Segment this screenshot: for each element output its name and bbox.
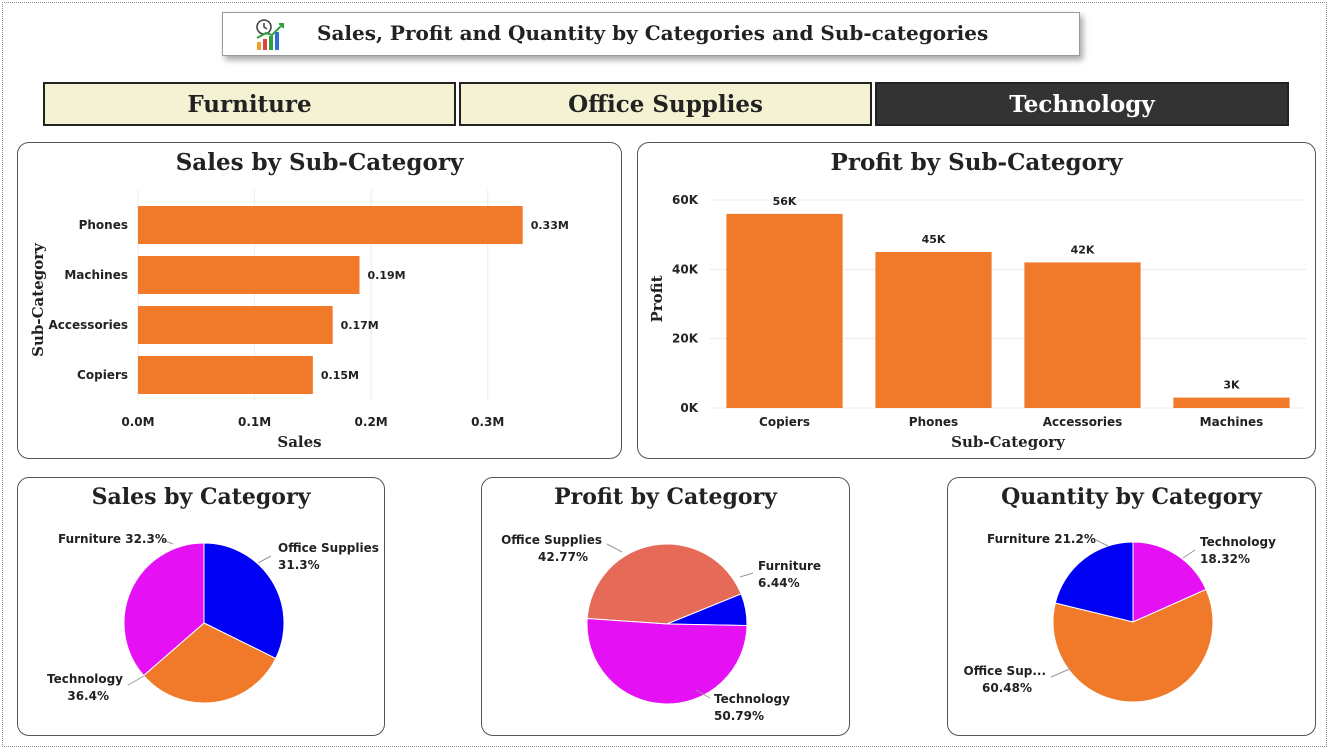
- sales-by-subcategory-chart: 0.0M 0.1M 0.2M 0.3M Phones 0.33M Machines 0.19M…: [29, 190, 569, 451]
- data-label: 45K: [922, 233, 946, 246]
- x-tick-label: Accessories: [1043, 415, 1123, 429]
- slice-label-technology: Technology 36.4%: [47, 672, 123, 703]
- data-label: 56K: [773, 195, 797, 208]
- pie-slice-technology: [586, 617, 748, 705]
- data-label: 3K: [1223, 379, 1240, 392]
- y-axis-label: Sub-Category: [29, 242, 47, 357]
- x-tick-label: 0.0M: [121, 415, 154, 429]
- tab-office-supplies[interactable]: Office Supplies: [459, 82, 872, 126]
- leader-line: [739, 572, 754, 578]
- slice-label-office-supplies: Office Supplies 31.3%: [278, 541, 379, 572]
- leader-line: [127, 674, 147, 686]
- pie-slice-office-supplies: [1052, 588, 1214, 703]
- profit-by-category-title: Profit by Category: [554, 484, 777, 510]
- bar-machines: [1173, 397, 1290, 408]
- leader-line: [1050, 667, 1073, 678]
- bar-phones: [875, 252, 992, 408]
- slice-label-furniture: Furniture 32.3%: [58, 532, 167, 546]
- quantity-by-category-card: Quantity by Category Furniture 21.2% Tech…: [947, 477, 1316, 736]
- slice-label-office-supplies: Office Sup... 60.48%: [964, 664, 1046, 695]
- x-tick-label: 0.3M: [471, 415, 504, 429]
- y-tick-label: Copiers: [77, 368, 128, 382]
- slice-label-technology: Technology 50.79%: [714, 692, 790, 723]
- leader-line: [1182, 549, 1196, 559]
- pie-slice-technology: [123, 542, 205, 677]
- y-tick-label: 20K: [672, 332, 699, 346]
- profit-by-subcategory-chart: 0K 20K 40K 60K 56K Copiers 45K Phones 42K Accesso…: [648, 193, 1306, 451]
- x-axis-label: Sub-Category: [951, 433, 1066, 451]
- header-title-box: Sales, Profit and Quantity by Categories…: [222, 12, 1080, 56]
- y-tick-label: Machines: [64, 268, 128, 282]
- chart-growth-icon: [256, 19, 284, 50]
- x-tick-label: 0.2M: [355, 415, 388, 429]
- profit-by-subcategory-title: Profit by Sub-Category: [830, 149, 1123, 176]
- leader-line: [1095, 539, 1109, 547]
- tab-furniture[interactable]: Furniture: [43, 82, 456, 126]
- data-label: 0.19M: [368, 269, 406, 282]
- tab-technology-label: Technology: [1009, 90, 1155, 118]
- bar-accessories: [1024, 262, 1141, 408]
- y-tick-label: Phones: [79, 218, 128, 232]
- x-tick-label: Phones: [909, 415, 958, 429]
- profit-by-category-chart: Office Supplies 42.77% Furniture 6.44% Techn…: [501, 533, 821, 723]
- page-title: Sales, Profit and Quantity by Categories…: [317, 21, 989, 45]
- sales-by-subcategory-card: Sales by Sub-Category 0.0M 0.1M 0.2M 0.3M Ph…: [17, 142, 622, 459]
- data-label: 0.15M: [321, 369, 359, 382]
- pie-slice-furniture: [1054, 541, 1134, 623]
- x-tick-label: 0.1M: [238, 415, 271, 429]
- bar-copiers: [726, 213, 843, 408]
- pie-slice-office-supplies: [586, 543, 742, 625]
- pie-slice-technology: [1132, 541, 1207, 623]
- profit-by-subcategory-card: Profit by Sub-Category 0K 20K 40K 60K 56K Cop…: [637, 142, 1316, 459]
- bar-copiers: [138, 356, 313, 394]
- leader-line: [257, 555, 272, 564]
- leader-line: [695, 689, 711, 699]
- tab-technology[interactable]: Technology: [875, 82, 1289, 126]
- y-tick-label: 60K: [672, 193, 699, 207]
- y-tick-label: Accessories: [49, 318, 129, 332]
- x-tick-label: Copiers: [759, 415, 810, 429]
- sales-by-category-card: Sales by Category Furniture 32.3% Office …: [17, 477, 385, 736]
- y-tick-label: 40K: [672, 262, 699, 276]
- bar-accessories: [138, 306, 333, 344]
- data-label: 0.33M: [531, 219, 569, 232]
- slice-label-furniture: Furniture 21.2%: [987, 532, 1096, 546]
- slice-label-office-supplies: Office Supplies 42.77%: [501, 533, 602, 564]
- data-label: 42K: [1071, 243, 1095, 256]
- bar-phones: [138, 206, 523, 244]
- tab-office-supplies-label: Office Supplies: [568, 90, 763, 118]
- leader-line: [606, 543, 623, 553]
- slice-label-technology: Technology 18.32%: [1200, 535, 1276, 566]
- sales-by-category-chart: Furniture 32.3% Office Supplies 31.3% Techn…: [47, 532, 379, 704]
- leader-line: [162, 539, 174, 545]
- quantity-by-category-chart: Furniture 21.2% Technology 18.32% Office Su…: [964, 532, 1276, 703]
- tab-furniture-label: Furniture: [187, 90, 312, 118]
- slice-label-furniture: Furniture 6.44%: [758, 559, 821, 590]
- sales-by-subcategory-title: Sales by Sub-Category: [175, 149, 464, 176]
- x-tick-label: Machines: [1200, 415, 1264, 429]
- quantity-by-category-title: Quantity by Category: [1001, 484, 1262, 510]
- y-axis-label: Profit: [648, 275, 666, 322]
- profit-by-category-card: Profit by Category Office Supplies 42.77%…: [481, 477, 850, 736]
- pie-slice-furniture: [203, 542, 285, 660]
- data-label: 0.17M: [341, 319, 379, 332]
- y-tick-label: 0K: [680, 401, 698, 415]
- bar-machines: [138, 256, 360, 294]
- x-axis-label: Sales: [277, 433, 321, 451]
- sales-by-category-title: Sales by Category: [91, 484, 311, 510]
- pie-slice-office-supplies: [142, 622, 277, 704]
